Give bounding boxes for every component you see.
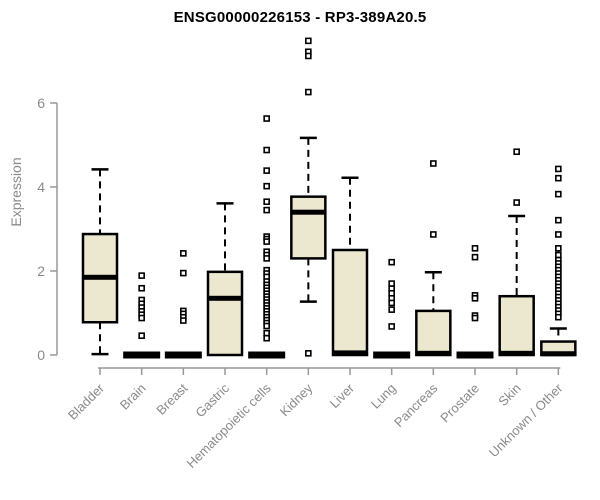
outlier-point-hematopoietic-cells bbox=[263, 255, 270, 262]
outlier-point-breast bbox=[180, 269, 187, 277]
x-tick-label-breast: Breast bbox=[153, 380, 190, 417]
y-tick-label: 0 bbox=[37, 347, 45, 363]
outlier-point-pancreas bbox=[430, 231, 437, 238]
x-tick-label-brain: Brain bbox=[117, 381, 149, 413]
outlier-point-pancreas bbox=[430, 160, 437, 167]
outlier-point-kidney bbox=[305, 52, 312, 60]
box-skin bbox=[498, 294, 535, 357]
median-line-pancreas bbox=[416, 350, 451, 356]
outlier-point-kidney bbox=[305, 88, 312, 96]
outlier-point-hematopoietic-cells bbox=[263, 206, 270, 214]
median-line-kidney bbox=[291, 209, 326, 215]
y-tick-label: 4 bbox=[37, 179, 45, 195]
outlier-point-hematopoietic-cells bbox=[263, 115, 270, 122]
outlier-point-hematopoietic-cells bbox=[263, 182, 270, 190]
box-kidney bbox=[290, 195, 327, 260]
outlier-point-hematopoietic-cells bbox=[263, 146, 270, 154]
outlier-point-unknown-other bbox=[555, 165, 562, 173]
outlier-point-skin bbox=[513, 148, 520, 156]
outlier-point-prostate bbox=[471, 253, 479, 261]
outlier-point-lung bbox=[388, 258, 395, 266]
collapsed-box-prostate bbox=[456, 351, 494, 359]
x-tick-label-liver: Liver bbox=[327, 380, 358, 411]
outlier-point-lung bbox=[388, 299, 395, 307]
x-tick-label-kidney: Kidney bbox=[277, 380, 316, 419]
y-tick-label: 2 bbox=[37, 263, 45, 279]
x-tick-label-skin: Skin bbox=[495, 381, 523, 409]
outlier-point-unknown-other bbox=[555, 216, 562, 224]
box-liver bbox=[331, 248, 369, 357]
median-line-unknown-other bbox=[541, 351, 576, 357]
collapsed-box-lung bbox=[373, 351, 411, 359]
median-line-bladder bbox=[83, 274, 117, 280]
outlier-point-unknown-other bbox=[555, 313, 562, 321]
outlier-point-brain bbox=[138, 332, 145, 339]
x-tick-label-gastric: Gastric bbox=[192, 380, 232, 420]
outlier-point-hematopoietic-cells bbox=[263, 238, 270, 245]
outlier-point-brain bbox=[138, 284, 145, 292]
outlier-point-brain bbox=[138, 314, 145, 322]
outlier-point-prostate bbox=[471, 314, 479, 322]
outlier-point-skin bbox=[513, 199, 520, 206]
y-tick-label: 6 bbox=[37, 95, 45, 111]
outlier-point-unknown-other bbox=[555, 174, 562, 182]
box-pancreas bbox=[415, 309, 452, 357]
x-tick-label-bladder: Bladder bbox=[65, 380, 108, 423]
outlier-point-prostate bbox=[471, 294, 479, 302]
chart-title: ENSG00000226153 - RP3-389A20.5 bbox=[173, 9, 427, 26]
box-gastric bbox=[206, 270, 244, 357]
outlier-point-lung bbox=[388, 323, 395, 330]
outlier-point-kidney bbox=[305, 37, 312, 45]
outlier-point-prostate bbox=[471, 245, 479, 252]
x-tick-label-lung: Lung bbox=[368, 381, 399, 412]
outlier-point-breast bbox=[180, 317, 187, 324]
outlier-point-lung bbox=[388, 306, 395, 313]
x-tick-label-prostate: Prostate bbox=[437, 381, 482, 426]
outlier-point-kidney bbox=[305, 350, 312, 357]
outlier-point-unknown-other bbox=[555, 245, 562, 252]
collapsed-box-brain bbox=[123, 351, 161, 359]
collapsed-box-hematopoietic-cells bbox=[248, 351, 286, 359]
x-tick-label-pancreas: Pancreas bbox=[391, 380, 441, 430]
outlier-point-breast bbox=[180, 250, 187, 257]
median-line-skin bbox=[499, 350, 534, 356]
outlier-point-unknown-other bbox=[555, 231, 562, 238]
x-tick-label-unknown-other: Unknown / Other bbox=[486, 380, 566, 460]
outlier-point-hematopoietic-cells bbox=[263, 334, 270, 342]
outlier-point-hematopoietic-cells bbox=[263, 322, 270, 330]
outlier-point-hematopoietic-cells bbox=[263, 167, 270, 174]
outlier-point-unknown-other bbox=[555, 190, 562, 198]
outlier-point-hematopoietic-cells bbox=[263, 198, 270, 205]
median-line-liver bbox=[333, 350, 368, 356]
outlier-point-brain bbox=[138, 272, 145, 279]
collapsed-box-breast bbox=[164, 351, 202, 359]
median-line-gastric bbox=[208, 295, 243, 301]
